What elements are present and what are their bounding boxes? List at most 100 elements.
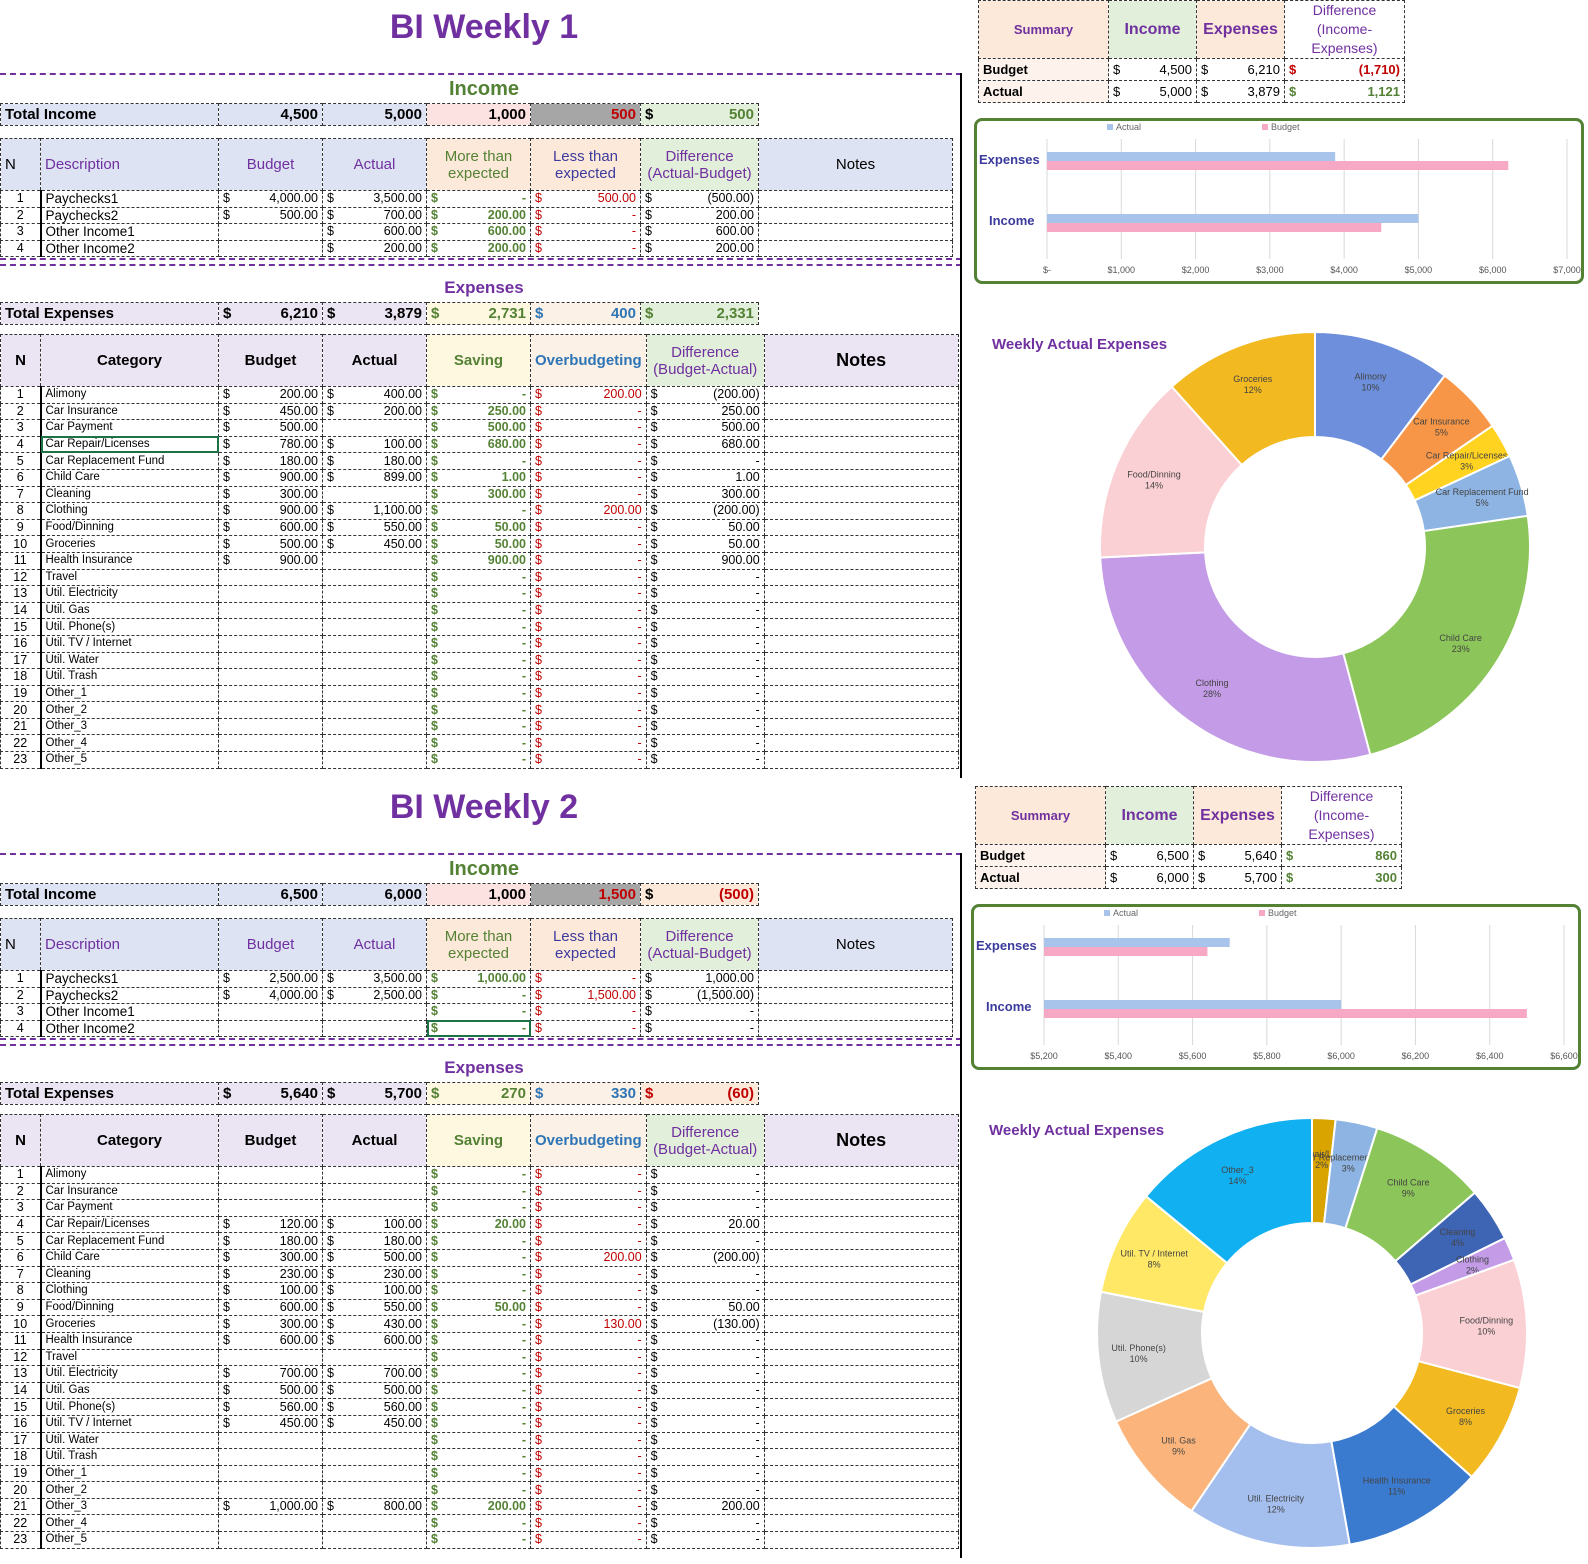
cell[interactable]: $ -	[530, 1348, 647, 1367]
cell[interactable]: $500.00	[426, 419, 531, 437]
row-category[interactable]: Cleaning	[39, 485, 219, 504]
cell[interactable]: $ -	[645, 1166, 765, 1184]
cell[interactable]: $200.00	[530, 502, 647, 520]
cell[interactable]: $ -	[530, 1531, 647, 1549]
row-number[interactable]: 8	[0, 1282, 41, 1300]
row-description[interactable]: Paychecks1	[39, 970, 219, 988]
cell[interactable]: $ -	[426, 1514, 531, 1533]
cell[interactable]: $ -	[530, 435, 647, 454]
cell[interactable]	[322, 1448, 427, 1466]
cell[interactable]: $ -	[426, 1464, 531, 1483]
row-number[interactable]: 5	[0, 1232, 41, 1250]
total-income-less[interactable]: 1,500	[530, 883, 641, 906]
cell[interactable]	[218, 1431, 323, 1450]
cell[interactable]	[322, 1431, 427, 1450]
row-number[interactable]: 4	[0, 435, 41, 454]
cell[interactable]: $600.00	[322, 1331, 427, 1350]
cell[interactable]: $ -	[530, 535, 647, 553]
cell[interactable]	[218, 223, 323, 241]
row-notes[interactable]	[763, 568, 959, 587]
cell[interactable]: $ -	[426, 1003, 531, 1021]
cell[interactable]: $1,100.00	[322, 502, 427, 520]
cell[interactable]: $ -	[426, 701, 531, 719]
cell[interactable]: $ -	[426, 1265, 531, 1284]
total-income-actual[interactable]: 5,000	[322, 103, 427, 126]
row-notes[interactable]	[763, 1398, 959, 1416]
cell[interactable]: $900.00	[426, 551, 531, 570]
cell[interactable]: $600.00	[218, 1298, 323, 1317]
cell[interactable]: $ -	[645, 1381, 765, 1400]
cell[interactable]: $20.00	[426, 1215, 531, 1234]
cell[interactable]: $600.00	[426, 223, 531, 241]
cell[interactable]: $550.00	[322, 1298, 427, 1317]
cell[interactable]: $680.00	[645, 435, 765, 454]
cell[interactable]: $ -	[645, 1531, 765, 1549]
summary-actual-diff[interactable]: $300	[1281, 866, 1402, 889]
row-notes[interactable]	[763, 551, 959, 570]
row-category[interactable]: Other_5	[39, 1531, 219, 1549]
cell[interactable]	[322, 601, 427, 620]
row-category[interactable]: Child Care	[39, 1248, 219, 1267]
row-category[interactable]: Util. TV / Internet	[39, 1414, 219, 1433]
cell[interactable]	[322, 551, 427, 570]
row-number[interactable]: 10	[0, 535, 41, 553]
cell[interactable]: $ -	[530, 634, 647, 653]
row-number[interactable]: 9	[0, 518, 41, 537]
row-category[interactable]: Car Repair/Licenses	[39, 1215, 219, 1234]
cell[interactable]	[218, 1003, 323, 1021]
row-category[interactable]: Car Replacement Fund	[39, 1232, 219, 1250]
cell[interactable]: $ -	[530, 568, 647, 587]
row-notes[interactable]	[758, 190, 953, 208]
summary-budget-diff[interactable]: $860	[1281, 844, 1402, 867]
cell[interactable]: $780.00	[218, 435, 323, 454]
cell[interactable]: $ -	[426, 1282, 531, 1300]
cell[interactable]: $ -	[530, 1497, 647, 1516]
row-notes[interactable]	[763, 1531, 959, 1549]
cell[interactable]: $ -	[530, 1215, 647, 1234]
cell[interactable]: $2,500.00	[218, 970, 323, 988]
cell[interactable]: $899.00	[322, 468, 427, 487]
cell[interactable]: $ -	[530, 468, 647, 487]
cell[interactable]: $ -	[645, 1365, 765, 1383]
bar-income-budget[interactable]	[1044, 1009, 1527, 1018]
row-number[interactable]: 16	[0, 634, 41, 653]
bar-expenses-budget[interactable]	[1044, 947, 1208, 956]
cell[interactable]: $ -	[645, 1348, 765, 1367]
cell[interactable]	[218, 651, 323, 670]
cell[interactable]	[322, 1019, 427, 1038]
row-notes[interactable]	[758, 1019, 953, 1038]
row-category[interactable]: Car Insurance	[39, 1182, 219, 1201]
cell[interactable]	[218, 717, 323, 736]
cell[interactable]: $700.00	[322, 1365, 427, 1383]
row-notes[interactable]	[763, 1199, 959, 1217]
total-expenses-diff[interactable]: $ (60)	[640, 1082, 759, 1105]
cell[interactable]: $200.00	[322, 239, 427, 258]
cell[interactable]: $ -	[640, 1019, 759, 1038]
cell[interactable]	[218, 684, 323, 703]
cell[interactable]: $ -	[530, 1381, 647, 1400]
cell[interactable]: $700.00	[322, 206, 427, 225]
total-expenses-actual[interactable]: $3,879	[322, 302, 427, 325]
cell[interactable]: $ -	[426, 1448, 531, 1466]
cell[interactable]: $50.00	[645, 1298, 765, 1317]
cell[interactable]: $450.00	[218, 1414, 323, 1433]
row-notes[interactable]	[763, 585, 959, 603]
row-number[interactable]: 1	[0, 970, 41, 988]
cell[interactable]: $700.00	[218, 1365, 323, 1383]
row-number[interactable]: 12	[0, 568, 41, 587]
row-notes[interactable]	[758, 223, 953, 241]
cell[interactable]: $250.00	[645, 402, 765, 421]
cell[interactable]: $200.00	[426, 1497, 531, 1516]
cell[interactable]: $3,500.00	[322, 970, 427, 988]
cell[interactable]	[322, 751, 427, 769]
cell[interactable]	[322, 1348, 427, 1367]
cell[interactable]: $ -	[530, 701, 647, 719]
cell[interactable]: $ -	[530, 1398, 647, 1416]
row-category[interactable]: Car Repair/Licenses	[39, 435, 219, 454]
cell[interactable]	[322, 668, 427, 686]
cell[interactable]	[322, 734, 427, 753]
row-number[interactable]: 21	[0, 1497, 41, 1516]
row-category[interactable]: Util. Electricity	[39, 585, 219, 603]
